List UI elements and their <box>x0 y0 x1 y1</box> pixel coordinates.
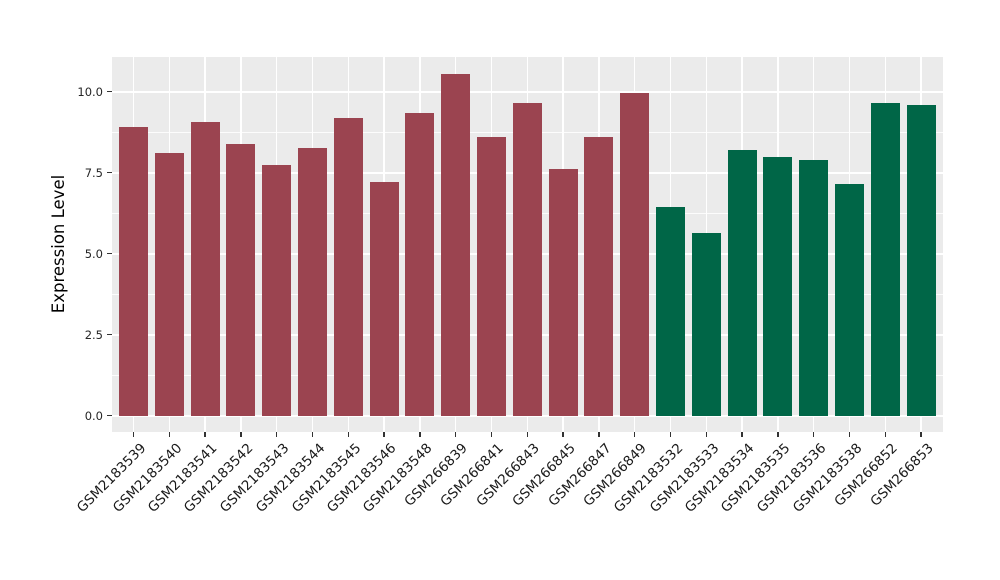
x-tick <box>705 432 708 437</box>
x-tick <box>526 432 529 437</box>
bar-GSM2183539 <box>119 127 148 416</box>
bar-GSM266847 <box>584 137 614 416</box>
y-tick <box>107 171 112 174</box>
bar-GSM2183538 <box>835 184 864 416</box>
bar-GSM266853 <box>906 104 936 416</box>
x-tick <box>347 432 350 437</box>
x-tick <box>168 432 171 437</box>
y-tick <box>107 252 112 255</box>
bar-GSM266845 <box>548 169 578 416</box>
x-tick <box>920 432 922 437</box>
bar-GSM2183548 <box>405 112 435 416</box>
y-tick <box>107 90 112 93</box>
bar-GSM266849 <box>620 93 650 416</box>
bar-GSM2183540 <box>154 153 184 416</box>
x-tick <box>562 432 564 437</box>
bar-GSM2183546 <box>369 182 399 416</box>
y-tick-label: 2.5 <box>84 327 103 342</box>
x-tick <box>598 432 600 437</box>
x-tick <box>884 432 887 437</box>
bar-GSM2183544 <box>298 148 327 416</box>
bar-GSM2183534 <box>727 150 757 416</box>
x-tick <box>311 432 314 437</box>
y-tick <box>107 414 112 417</box>
bar-GSM2183533 <box>691 232 721 416</box>
x-tick <box>741 432 743 437</box>
bar-GSM266839 <box>441 73 471 416</box>
y-tick-label: 0.0 <box>84 408 103 423</box>
x-tick <box>204 432 206 437</box>
y-tick <box>107 333 112 336</box>
bar-GSM2183536 <box>799 159 829 416</box>
y-tick-label: 7.5 <box>84 165 103 180</box>
x-tick <box>669 432 672 437</box>
y-tick-label: 5.0 <box>84 246 103 261</box>
x-tick <box>490 432 493 437</box>
x-tick <box>777 432 779 437</box>
x-tick <box>454 432 457 437</box>
bar-GSM2183543 <box>262 164 292 416</box>
x-tick <box>383 432 385 437</box>
bar-GSM266852 <box>870 103 900 416</box>
bar-GSM2183532 <box>656 206 685 416</box>
bar-GSM266841 <box>477 137 506 416</box>
bar-GSM2183542 <box>226 143 256 416</box>
x-tick <box>275 432 278 437</box>
bar-GSM2183541 <box>190 122 220 416</box>
bar-GSM2183535 <box>763 156 793 416</box>
y-tick-label: 10.0 <box>77 84 103 99</box>
x-tick <box>419 432 421 437</box>
x-tick <box>812 432 815 437</box>
x-tick <box>132 432 135 437</box>
plot-panel <box>112 57 943 432</box>
x-tick <box>240 432 242 437</box>
x-tick <box>848 432 851 437</box>
x-tick <box>633 432 636 437</box>
bar-GSM2183545 <box>333 117 363 416</box>
bar-GSM266843 <box>512 103 542 416</box>
